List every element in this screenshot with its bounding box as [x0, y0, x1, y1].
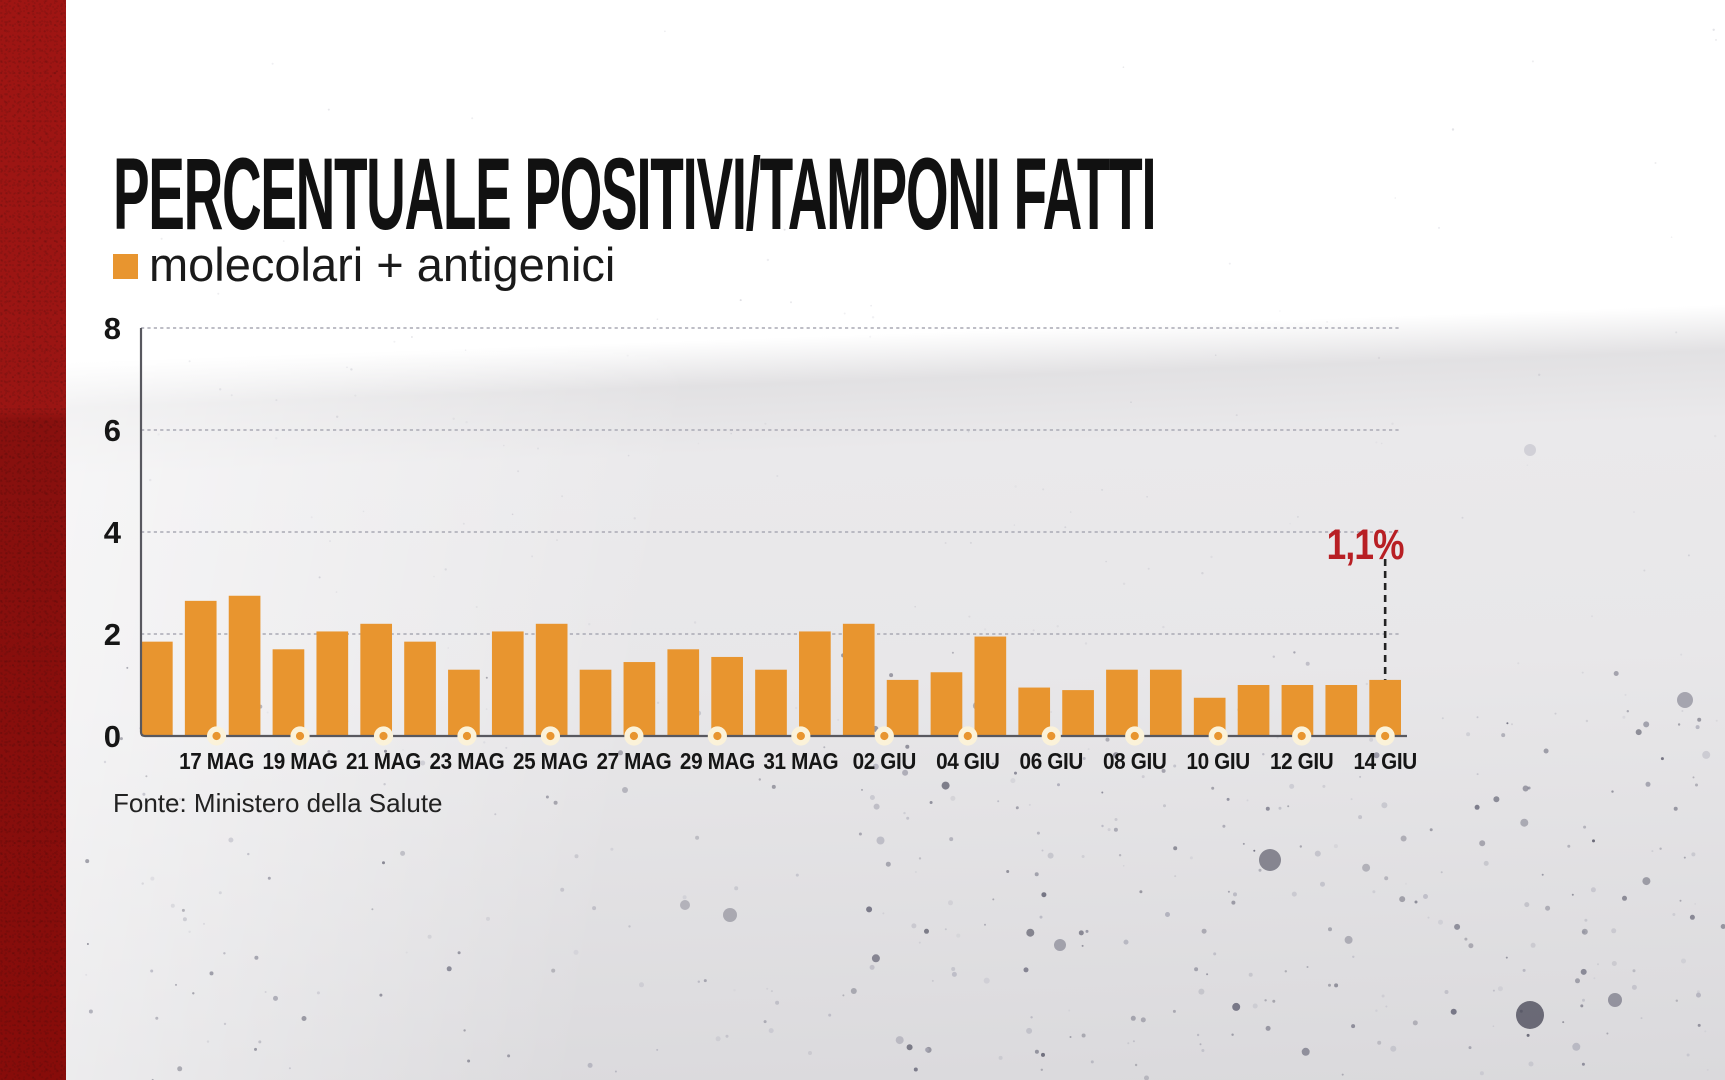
svg-text:25 MAG: 25 MAG	[513, 748, 588, 774]
svg-text:0: 0	[104, 719, 121, 754]
svg-text:8: 8	[104, 311, 121, 346]
svg-text:4: 4	[104, 515, 122, 550]
svg-text:12 GIU: 12 GIU	[1270, 748, 1333, 774]
svg-text:29 MAG: 29 MAG	[680, 748, 755, 774]
svg-text:17 MAG: 17 MAG	[179, 748, 254, 774]
svg-text:23 MAG: 23 MAG	[430, 748, 505, 774]
svg-text:31 MAG: 31 MAG	[763, 748, 838, 774]
svg-text:10 GIU: 10 GIU	[1187, 748, 1250, 774]
svg-text:14 GIU: 14 GIU	[1353, 748, 1416, 774]
svg-text:2: 2	[104, 617, 121, 652]
svg-text:04 GIU: 04 GIU	[936, 748, 999, 774]
svg-text:08 GIU: 08 GIU	[1103, 748, 1166, 774]
svg-text:21 MAG: 21 MAG	[346, 748, 421, 774]
svg-text:02 GIU: 02 GIU	[853, 748, 916, 774]
svg-text:6: 6	[104, 413, 121, 448]
svg-text:27 MAG: 27 MAG	[596, 748, 671, 774]
svg-text:19 MAG: 19 MAG	[263, 748, 338, 774]
svg-text:06 GIU: 06 GIU	[1020, 748, 1083, 774]
svg-text:1,1%: 1,1%	[1327, 521, 1404, 569]
